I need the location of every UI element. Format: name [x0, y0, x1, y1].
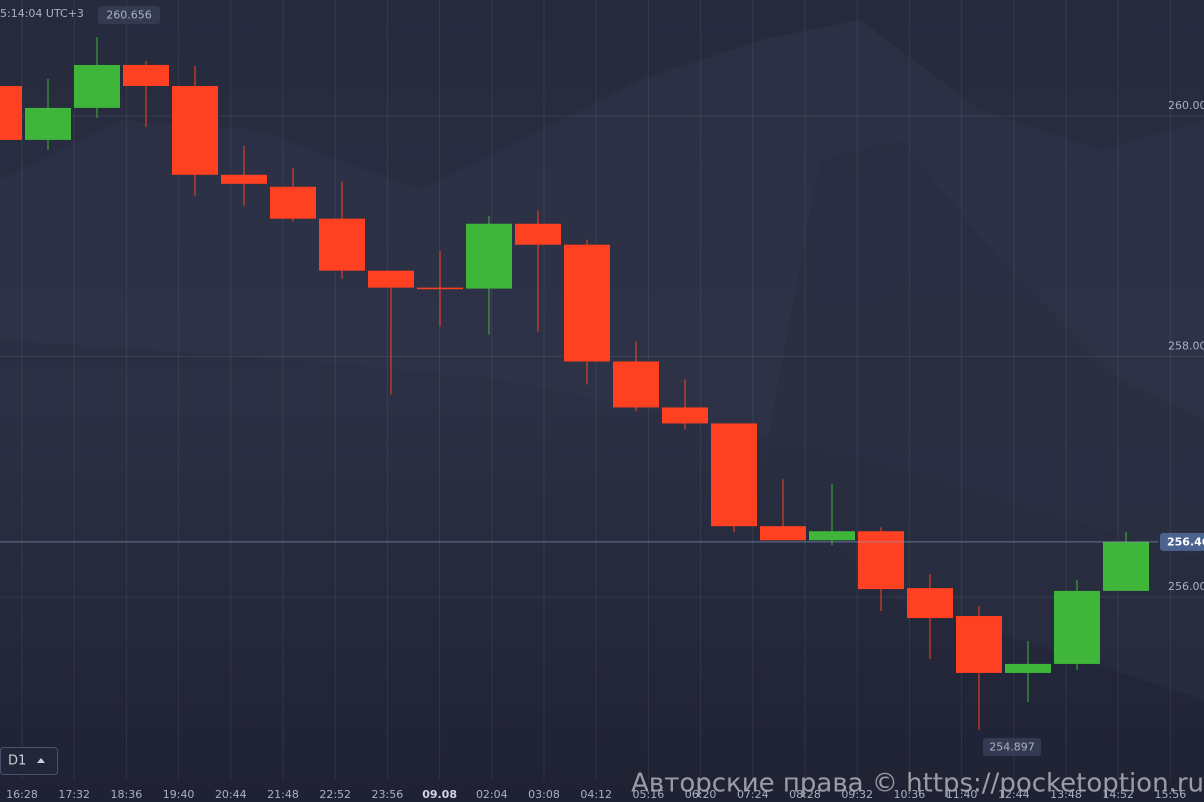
candle-body	[907, 588, 953, 619]
x-tick-label: 10:36	[894, 788, 926, 801]
candle-body	[221, 174, 267, 184]
x-tick-label: 20:44	[215, 788, 247, 801]
candle-body	[368, 270, 414, 288]
watermark: Авторские права © https://pocketoption.r…	[631, 769, 1204, 799]
x-tick-label: 12:44	[998, 788, 1030, 801]
x-tick-label: 19:40	[163, 788, 195, 801]
x-tick-label: 05:16	[633, 788, 665, 801]
clock: 5:14:04 UTC+3	[0, 7, 84, 20]
candle-body	[172, 86, 218, 175]
candle-body	[613, 361, 659, 408]
x-tick-label: 09:32	[841, 788, 873, 801]
candle-body	[1103, 541, 1149, 591]
x-tick-label: 03:08	[528, 788, 560, 801]
candle-body	[809, 531, 855, 541]
x-tick-label: 22:52	[319, 788, 351, 801]
max-label: 260.656	[106, 9, 152, 22]
x-tick-label: 14:52	[1102, 788, 1134, 801]
candle-body	[858, 531, 904, 590]
candle-body	[123, 64, 169, 87]
y-tick-label: 256.00	[1168, 580, 1204, 593]
candle-body	[319, 218, 365, 271]
x-tick-label: 18:36	[111, 788, 143, 801]
candle-body	[564, 244, 610, 362]
x-tick-label: 09.08	[422, 788, 457, 801]
x-tick-label: 17:32	[58, 788, 90, 801]
timeframe-button[interactable]	[0, 747, 58, 775]
caret-icon[interactable]	[37, 758, 45, 763]
candle-body	[417, 287, 463, 290]
current-price-label: 256.46	[1167, 535, 1204, 548]
x-tick-label: 04:12	[580, 788, 612, 801]
x-tick-label: 07:24	[737, 788, 769, 801]
x-tick-label: 13:48	[1050, 788, 1082, 801]
x-tick-label: 21:48	[267, 788, 299, 801]
candle-body	[0, 86, 22, 140]
max-label-box	[98, 6, 160, 24]
candle-body	[1005, 663, 1051, 673]
candle-body	[270, 186, 316, 219]
x-tick-label: 23:56	[372, 788, 404, 801]
candle-body	[466, 223, 512, 289]
candle-body	[1054, 590, 1100, 664]
timeframe-label[interactable]: D1	[8, 754, 26, 769]
min-label-box	[983, 738, 1041, 756]
x-tick-label: 15:56	[1155, 788, 1187, 801]
min-label: 254.897	[989, 741, 1035, 754]
x-tick-label: 06:20	[685, 788, 717, 801]
x-tick-label: 02:04	[476, 788, 508, 801]
candle-body	[711, 423, 757, 527]
x-tick-label: 16:28	[6, 788, 38, 801]
y-tick-label: 260.00	[1168, 99, 1204, 112]
current-price-box	[1160, 532, 1204, 551]
y-tick-label: 258.00	[1168, 340, 1204, 353]
candle-body	[760, 526, 806, 541]
candle-body	[662, 407, 708, 424]
x-tick-label: 08:28	[789, 788, 821, 801]
candle-body	[956, 616, 1002, 673]
candle-body	[74, 64, 120, 108]
candle-body	[25, 107, 71, 140]
candle-body	[515, 223, 561, 245]
x-tick-label: 11:40	[946, 788, 978, 801]
